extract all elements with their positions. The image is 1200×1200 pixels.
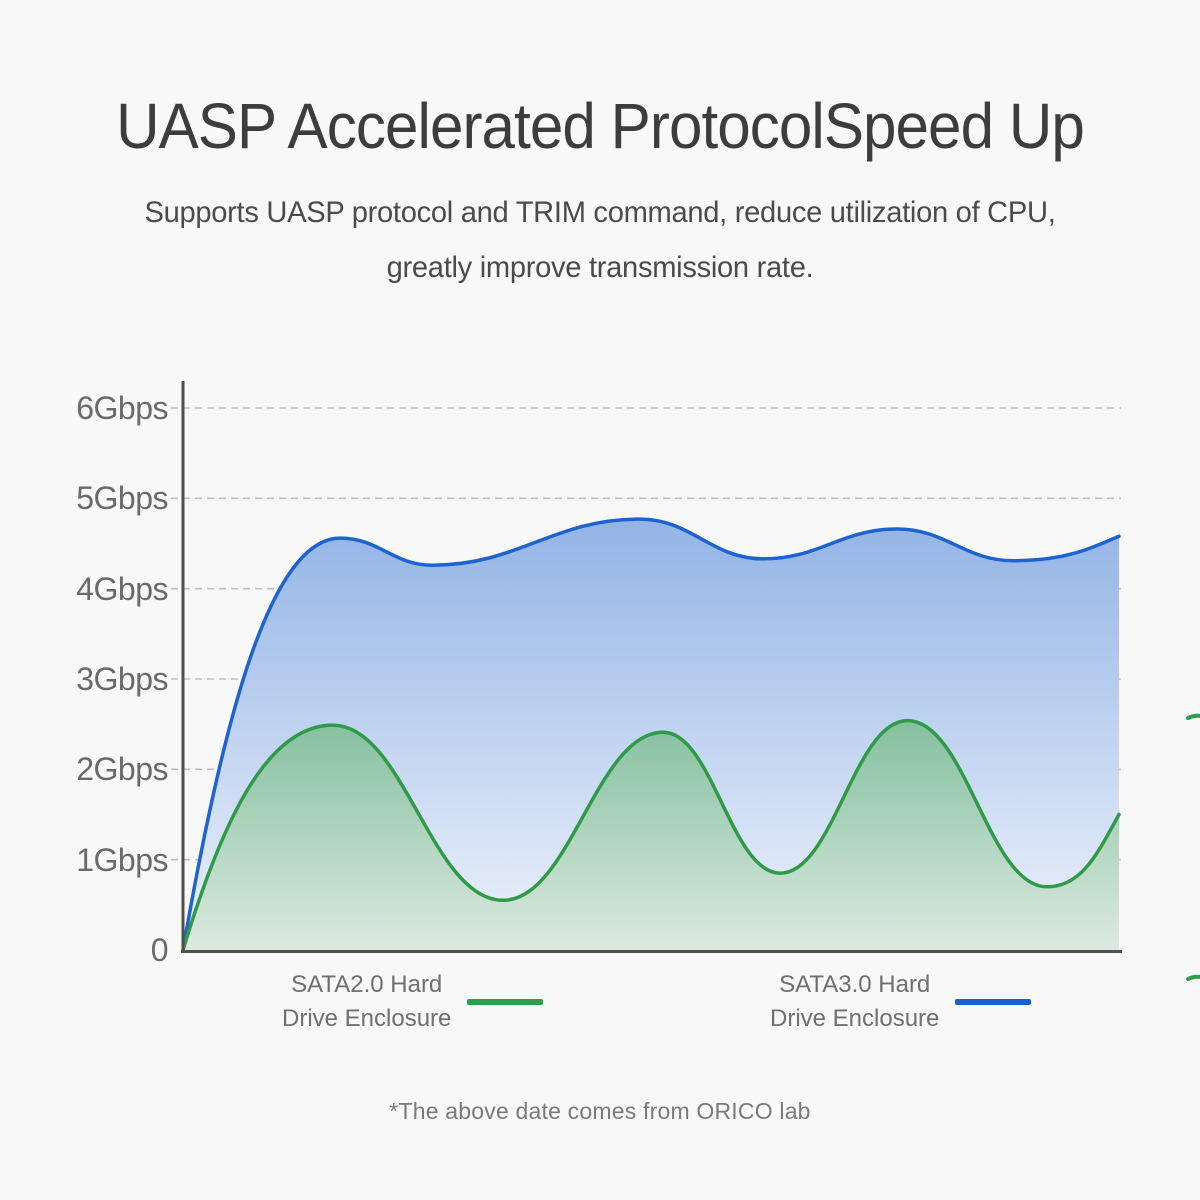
y-axis-tick-label: 2Gbps bbox=[76, 751, 168, 788]
y-axis-tick-label: 3Gbps bbox=[76, 661, 168, 697]
y-axis-tick-label: 4Gbps bbox=[76, 570, 168, 607]
footnote: *The above date comes from ORICO lab bbox=[389, 1098, 811, 1124]
subtitle-line-2: greatly improve transmission rate. bbox=[386, 251, 814, 284]
y-axis-tick-label: 1Gbps bbox=[76, 841, 168, 878]
chart-legend: SATA2.0 Hard Drive Enclosure SATA3.0 Hard D… bbox=[0, 968, 1200, 1048]
subtitle-line-1: Supports UASP protocol and TRIM command,… bbox=[144, 196, 1056, 229]
y-axis-tick-label: 5Gbps bbox=[76, 480, 168, 517]
y-axis-tick-label: 6Gbps bbox=[76, 390, 168, 426]
legend-swatch bbox=[955, 999, 1032, 1005]
y-axis-tick-label: 0 bbox=[150, 932, 169, 968]
legend-label: SATA2.0 Hard Drive Enclosure bbox=[282, 971, 452, 1032]
line-sata20 bbox=[181, 718, 1121, 952]
page-title: UASP Accelerated ProtocolSpeed Up bbox=[116, 90, 1085, 162]
legend-item: SATA3.0 Hard Drive Enclosure bbox=[770, 968, 1032, 1036]
legend-label: SATA3.0 Hard Drive Enclosure bbox=[770, 971, 940, 1032]
edge-artifact-green-dash bbox=[1186, 713, 1200, 720]
line-sata30 bbox=[181, 517, 1121, 952]
legend-item: SATA2.0 Hard Drive Enclosure bbox=[282, 968, 544, 1036]
area-sata20 bbox=[183, 720, 1119, 950]
legend-swatch bbox=[467, 999, 544, 1005]
